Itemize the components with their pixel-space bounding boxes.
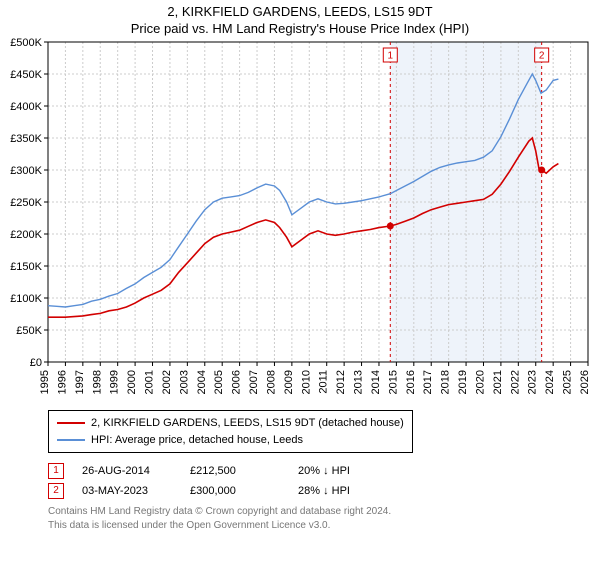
svg-text:2019: 2019 bbox=[457, 370, 469, 394]
svg-text:2025: 2025 bbox=[562, 370, 574, 394]
svg-text:1997: 1997 bbox=[74, 370, 86, 394]
svg-text:2026: 2026 bbox=[579, 370, 591, 394]
svg-text:2022: 2022 bbox=[509, 370, 521, 394]
subtitle: Price paid vs. HM Land Registry's House … bbox=[0, 21, 600, 36]
svg-text:2011: 2011 bbox=[318, 370, 330, 394]
events-table: 1 26-AUG-2014 £212,500 20% ↓ HPI 2 03-MAY-202… bbox=[48, 463, 600, 499]
legend-row: 2, KIRKFIELD GARDENS, LEEDS, LS15 9DT (d… bbox=[57, 415, 404, 432]
svg-text:1996: 1996 bbox=[56, 370, 68, 394]
svg-text:£100K: £100K bbox=[10, 293, 42, 305]
svg-text:2021: 2021 bbox=[492, 370, 504, 394]
legend-label: 2, KIRKFIELD GARDENS, LEEDS, LS15 9DT (d… bbox=[91, 415, 404, 432]
svg-text:£400K: £400K bbox=[10, 101, 42, 113]
svg-text:1995: 1995 bbox=[39, 370, 51, 394]
svg-text:2008: 2008 bbox=[265, 370, 277, 394]
event-row: 2 03-MAY-2023 £300,000 28% ↓ HPI bbox=[48, 483, 600, 499]
event-row: 1 26-AUG-2014 £212,500 20% ↓ HPI bbox=[48, 463, 600, 479]
svg-text:1998: 1998 bbox=[91, 370, 103, 394]
svg-text:2020: 2020 bbox=[474, 370, 486, 394]
legend-label: HPI: Average price, detached house, Leed… bbox=[91, 432, 303, 449]
svg-text:£300K: £300K bbox=[10, 165, 42, 177]
event-price: £300,000 bbox=[190, 485, 280, 497]
attribution: Contains HM Land Registry data © Crown c… bbox=[48, 505, 592, 532]
legend: 2, KIRKFIELD GARDENS, LEEDS, LS15 9DT (d… bbox=[48, 410, 413, 453]
svg-text:2012: 2012 bbox=[335, 370, 347, 394]
svg-text:2013: 2013 bbox=[353, 370, 365, 394]
svg-text:2: 2 bbox=[539, 51, 545, 62]
event-delta: 20% ↓ HPI bbox=[298, 465, 388, 477]
svg-text:2006: 2006 bbox=[231, 370, 243, 394]
legend-swatch bbox=[57, 439, 85, 441]
svg-text:1: 1 bbox=[388, 51, 394, 62]
svg-text:2005: 2005 bbox=[213, 370, 225, 394]
svg-text:2010: 2010 bbox=[300, 370, 312, 394]
svg-text:2023: 2023 bbox=[527, 370, 539, 394]
event-badge: 1 bbox=[48, 463, 64, 479]
legend-row: HPI: Average price, detached house, Leed… bbox=[57, 432, 404, 449]
svg-text:£250K: £250K bbox=[10, 197, 42, 209]
svg-text:£50K: £50K bbox=[16, 325, 42, 337]
svg-text:2015: 2015 bbox=[387, 370, 399, 394]
legend-swatch bbox=[57, 422, 85, 424]
title: 2, KIRKFIELD GARDENS, LEEDS, LS15 9DT bbox=[0, 4, 600, 19]
svg-text:2017: 2017 bbox=[422, 370, 434, 394]
svg-text:1999: 1999 bbox=[109, 370, 121, 394]
svg-text:£350K: £350K bbox=[10, 133, 42, 145]
svg-text:2003: 2003 bbox=[178, 370, 190, 394]
event-date: 26-AUG-2014 bbox=[82, 465, 172, 477]
svg-text:2024: 2024 bbox=[544, 370, 556, 394]
svg-text:2004: 2004 bbox=[196, 370, 208, 394]
chart-area: £0£50K£100K£150K£200K£250K£300K£350K£400… bbox=[48, 42, 592, 404]
container: 2, KIRKFIELD GARDENS, LEEDS, LS15 9DT Pr… bbox=[0, 4, 600, 564]
svg-text:£0: £0 bbox=[30, 357, 42, 369]
svg-text:2002: 2002 bbox=[161, 370, 173, 394]
svg-text:2018: 2018 bbox=[440, 370, 452, 394]
line-chart: £0£50K£100K£150K£200K£250K£300K£350K£400… bbox=[48, 42, 588, 404]
svg-text:£200K: £200K bbox=[10, 229, 42, 241]
attribution-line: This data is licensed under the Open Gov… bbox=[48, 519, 592, 533]
svg-text:£450K: £450K bbox=[10, 69, 42, 81]
svg-text:2001: 2001 bbox=[144, 370, 156, 394]
svg-text:2014: 2014 bbox=[370, 370, 382, 394]
event-price: £212,500 bbox=[190, 465, 280, 477]
svg-text:2009: 2009 bbox=[283, 370, 295, 394]
event-delta: 28% ↓ HPI bbox=[298, 485, 388, 497]
event-date: 03-MAY-2023 bbox=[82, 485, 172, 497]
attribution-line: Contains HM Land Registry data © Crown c… bbox=[48, 505, 592, 519]
svg-text:2007: 2007 bbox=[248, 370, 260, 394]
svg-text:2000: 2000 bbox=[126, 370, 138, 394]
svg-text:2016: 2016 bbox=[405, 370, 417, 394]
event-badge: 2 bbox=[48, 483, 64, 499]
svg-text:£150K: £150K bbox=[10, 261, 42, 273]
svg-text:£500K: £500K bbox=[10, 37, 42, 49]
